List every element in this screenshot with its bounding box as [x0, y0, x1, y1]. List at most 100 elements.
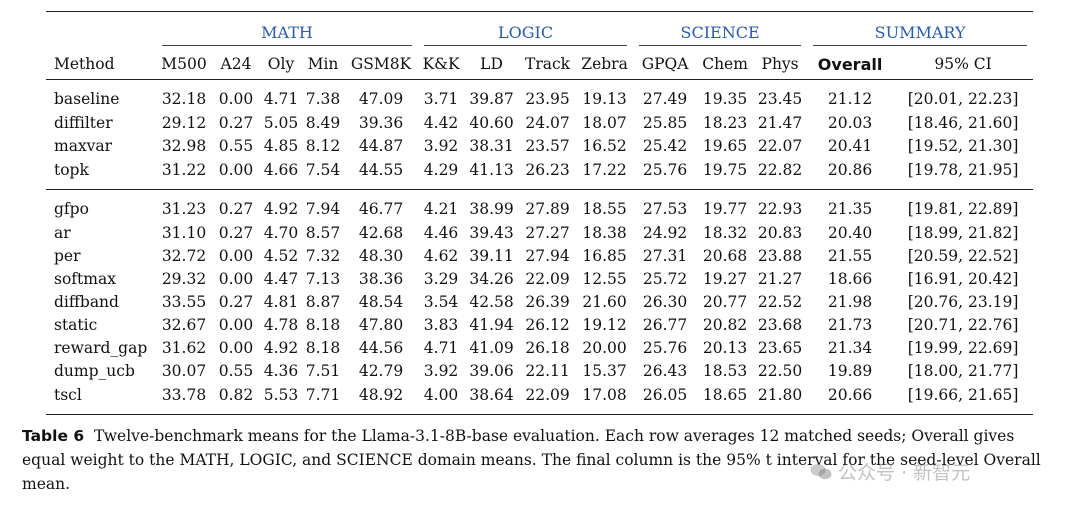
value-cell: 4.00: [418, 382, 465, 415]
value-cell: 4.52: [263, 246, 299, 265]
value-cell: 19.89: [827, 361, 873, 380]
value-cell: 25.76: [642, 338, 688, 357]
value-cell: 19.27: [702, 269, 748, 288]
value-cell: 32.18: [161, 89, 207, 108]
value-cell: 0.00: [218, 338, 254, 357]
value-cell: 7.51: [305, 361, 341, 380]
value-cell: 0.27: [218, 292, 254, 311]
value-cell: 39.36: [358, 113, 404, 132]
value-cell: 16.52: [582, 136, 627, 155]
value-cell: 3.92: [423, 136, 459, 155]
group-header-math: MATH: [156, 12, 418, 50]
value-cell: 21.98: [827, 292, 873, 311]
value-cell: 5.05: [263, 113, 299, 132]
results-table-container: MATH LOGIC SCIENCE SUMMARY Method M500 A24 Oly…: [46, 11, 1034, 415]
column-header-gsm8k: GSM8K: [344, 49, 419, 80]
value-cell: 19.77: [697, 189, 754, 221]
value-cell: 29.12: [161, 113, 207, 132]
value-cell: 8.18: [305, 315, 341, 334]
value-cell: 4.46: [423, 223, 459, 242]
method-name-cell: tscl: [46, 382, 156, 415]
caption-label: Table 6: [22, 427, 85, 445]
value-cell: 4.92: [263, 338, 299, 357]
value-cell: 31.23: [156, 189, 212, 221]
value-cell: 19.65: [702, 136, 748, 155]
value-cell: 22.09: [519, 382, 577, 415]
method-name-cell: maxvar: [54, 136, 113, 155]
value-cell: 40.60: [469, 113, 514, 132]
value-cell: 32.67: [161, 315, 207, 334]
value-cell: 24.92: [642, 223, 688, 242]
value-cell: [19.99, 22.69]: [907, 338, 1019, 357]
value-cell: 38.31: [469, 136, 514, 155]
value-cell: 0.00: [218, 89, 254, 108]
value-cell: 3.29: [423, 269, 459, 288]
value-cell: 20.41: [827, 136, 873, 155]
column-header-track: Track: [519, 49, 577, 80]
value-cell: 19.13: [582, 89, 627, 108]
value-cell: 22.07: [757, 136, 803, 155]
value-cell: 20.77: [702, 292, 748, 311]
group-underline: [424, 45, 628, 46]
value-cell: 21.27: [757, 269, 803, 288]
value-cell: 26.30: [642, 292, 688, 311]
value-cell: 18.55: [576, 189, 634, 221]
group-header-science: SCIENCE: [633, 12, 807, 50]
value-cell: 7.71: [302, 382, 344, 415]
value-cell: 30.07: [161, 361, 207, 380]
value-cell: [19.81, 22.89]: [893, 189, 1034, 221]
value-cell: 44.56: [358, 338, 404, 357]
value-cell: 19.75: [702, 161, 748, 179]
value-cell: 4.85: [263, 136, 299, 155]
value-cell: 29.32: [161, 269, 207, 288]
value-cell: 26.05: [633, 382, 698, 415]
value-cell: 17.22: [582, 161, 627, 179]
column-header-zebra: Zebra: [576, 49, 634, 80]
method-name-cell: diffilter: [54, 113, 113, 132]
value-cell: 22.52: [757, 292, 803, 311]
value-cell: 7.13: [305, 269, 341, 288]
value-cell: [20.59, 22.52]: [907, 246, 1019, 265]
value-cell: 41.09: [469, 338, 514, 357]
method-name-cell: reward_gap: [54, 338, 148, 357]
value-cell: 48.30: [358, 246, 404, 265]
value-cell: 20.03: [827, 113, 873, 132]
value-cell: 26.43: [642, 361, 688, 380]
value-cell: [19.52, 21.30]: [907, 136, 1019, 155]
value-cell: 32.72: [161, 246, 207, 265]
value-cell: 41.13: [469, 161, 514, 179]
value-cell: 26.12: [525, 315, 570, 334]
value-cell: 4.47: [263, 269, 299, 288]
method-name-cell: per: [54, 246, 81, 265]
group-label: SCIENCE: [680, 23, 760, 42]
table-row: topk 31.22 0.00 4.66 7.54 44.55 4.29 41.13 26.23…: [46, 157, 1033, 190]
value-cell: 19.12: [582, 315, 627, 334]
value-cell: 22.11: [525, 361, 570, 380]
results-table: MATH LOGIC SCIENCE SUMMARY Method M500 A24 Oly…: [46, 11, 1034, 415]
value-cell: [19.66, 21.65]: [893, 382, 1034, 415]
value-cell: 7.38: [305, 89, 341, 108]
value-cell: 41.94: [469, 315, 514, 334]
value-cell: 21.12: [827, 89, 873, 108]
value-cell: 7.54: [305, 161, 341, 179]
value-cell: 23.45: [757, 89, 803, 108]
value-cell: 21.47: [757, 113, 803, 132]
value-cell: 22.09: [525, 269, 570, 288]
value-cell: 4.21: [418, 189, 465, 221]
value-cell: 44.87: [358, 136, 404, 155]
value-cell: 4.71: [423, 338, 459, 357]
value-cell: 20.40: [827, 223, 873, 242]
column-header-m500: M500: [156, 49, 212, 80]
value-cell: 27.53: [633, 189, 698, 221]
value-cell: 7.32: [305, 246, 341, 265]
value-cell: 32.98: [161, 136, 207, 155]
method-name-cell: diffband: [54, 292, 119, 311]
value-cell: 4.36: [263, 361, 299, 380]
method-name-cell: topk: [54, 161, 89, 179]
value-cell: 4.92: [260, 189, 302, 221]
value-cell: 38.64: [464, 382, 520, 415]
group-label: SUMMARY: [874, 23, 966, 42]
value-cell: 27.27: [525, 223, 570, 242]
method-name-cell: static: [54, 315, 98, 334]
value-cell: 23.95: [525, 89, 570, 108]
